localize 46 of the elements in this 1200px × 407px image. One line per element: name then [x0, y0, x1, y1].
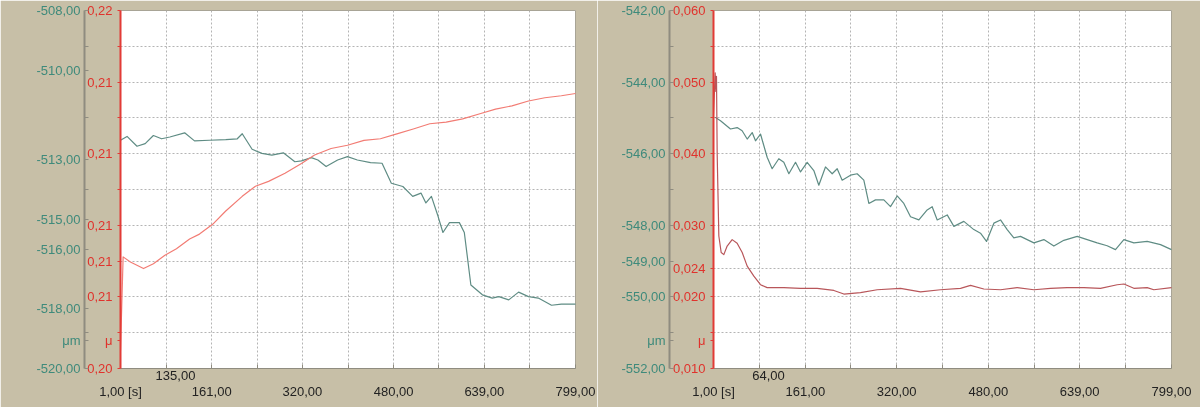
x-tick-label: 799,00	[555, 383, 596, 399]
y2-tick-label: 0,21	[87, 146, 113, 162]
x-tick-label: 639,00	[1059, 383, 1100, 399]
y2-tick-label: 0,21	[87, 74, 113, 90]
y2-tick-label: 0,22	[87, 3, 113, 18]
y2-tick-label: 0,21	[87, 253, 113, 269]
y2-tick-label: 0,024	[672, 260, 706, 276]
y-tick-label: -510,00	[36, 62, 81, 78]
y2-tick-label: 0,21	[87, 289, 113, 305]
y2-axis-title: μ	[105, 333, 113, 348]
y-tick-label: -544,00	[621, 74, 666, 90]
annotation: 135,00	[155, 367, 196, 383]
y-axis-title: μm	[647, 333, 666, 348]
y-tick-label: -548,00	[621, 217, 666, 233]
y-tick-label: -520,00	[36, 361, 81, 376]
y-tick-label: -550,00	[621, 289, 666, 305]
y2-tick-label: 0,050	[672, 74, 706, 90]
y2-tick-label: 0,010	[672, 361, 706, 376]
y-tick-label: -518,00	[36, 301, 81, 317]
y-tick-label: -549,00	[621, 253, 666, 269]
x-tick-label: 480,00	[968, 383, 1009, 399]
x-tick-label: 639,00	[464, 383, 505, 399]
y-tick-label: -542,00	[621, 3, 666, 18]
y2-tick-label: 0,20	[87, 361, 113, 376]
x-tick-label: 1,00 [s]	[99, 383, 142, 399]
x-tick-label: 799,00	[1151, 383, 1192, 399]
y-tick-label: -516,00	[36, 241, 81, 257]
y-axis-title: μm	[62, 333, 81, 348]
x-tick-label: 320,00	[876, 383, 917, 399]
y2-axis-title: μ	[698, 333, 706, 348]
x-tick-label: 1,00 [s]	[692, 383, 735, 399]
x-tick-label: 161,00	[191, 383, 232, 399]
y-tick-label: -546,00	[621, 146, 666, 162]
y-tick-label: -552,00	[621, 361, 666, 376]
y-tick-label: -513,00	[36, 152, 81, 168]
y2-tick-label: 0,21	[87, 217, 113, 233]
y2-tick-label: 0,040	[672, 146, 706, 162]
y2-tick-label: 0,030	[672, 217, 706, 233]
y-tick-label: -515,00	[36, 211, 81, 227]
x-tick-label: 320,00	[282, 383, 323, 399]
y-tick-label: -508,00	[36, 3, 81, 18]
y2-tick-label: 0,020	[672, 289, 706, 305]
y2-tick-label: 0,060	[672, 3, 706, 18]
annotation: 64,00	[752, 367, 785, 383]
x-tick-label: 161,00	[785, 383, 826, 399]
x-tick-label: 480,00	[373, 383, 414, 399]
